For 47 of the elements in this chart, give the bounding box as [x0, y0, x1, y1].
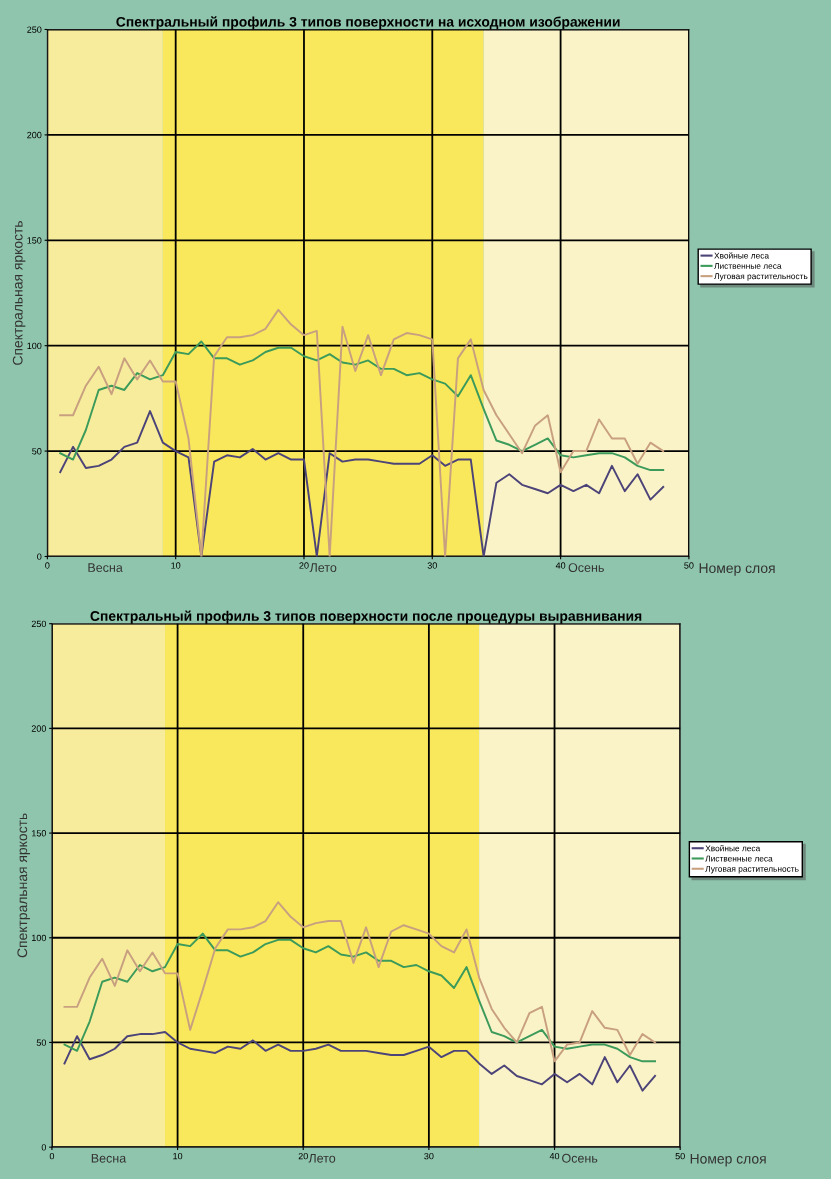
x-tick-label: 0	[49, 1152, 55, 1160]
legend-label: Хвойные леса	[705, 844, 761, 852]
y-axis-title: Спектральная яркость	[12, 220, 26, 365]
x-tick-label: 50	[675, 1152, 685, 1160]
band-label: Весна	[88, 563, 123, 572]
y-tick-label: 100	[32, 934, 47, 942]
line-series	[63, 901, 657, 1063]
line-series	[63, 932, 657, 1063]
y-axis-title: Спектральная яркость	[17, 813, 30, 958]
x-tick-label: 10	[171, 562, 181, 569]
y-tick-label: 150	[27, 237, 42, 244]
x-tick-label: 50	[684, 562, 694, 569]
chart-title: Спектральный профиль 3 типов поверхности после процедуры выравнивания	[90, 610, 642, 624]
x-tick-label: 20	[299, 562, 309, 569]
line-series	[59, 340, 665, 472]
band-label: Лето	[309, 563, 337, 572]
x-axis-title: Номер слоя	[699, 563, 775, 576]
legend-label: Лиственные леса	[714, 263, 782, 269]
x-tick-label: 10	[173, 1152, 183, 1160]
x-tick-label: 30	[424, 1152, 434, 1160]
y-tick-label: 200	[27, 131, 42, 139]
chart-title: Спектральный профиль 3 типов поверхности на исходном изображении	[116, 16, 620, 30]
band-label: Осень	[562, 1153, 598, 1163]
y-tick-label: 50	[32, 448, 42, 455]
line-series	[59, 308, 665, 557]
y-tick-label: 200	[31, 725, 47, 732]
x-tick-label: 30	[427, 562, 437, 569]
line-series	[59, 410, 665, 557]
y-tick-label: 100	[27, 342, 42, 350]
x-axis-title: Номер слоя	[690, 1153, 766, 1167]
legend-label: Луговая растительность	[705, 865, 799, 874]
x-tick-label: 20	[298, 1152, 308, 1160]
band-label: Лето	[308, 1153, 336, 1163]
band-label: Осень	[568, 563, 604, 572]
y-tick-label: 0	[41, 1144, 47, 1151]
y-tick-label: 250	[31, 620, 47, 628]
x-tick-label: 40	[555, 562, 566, 569]
y-tick-label: 0	[37, 553, 42, 560]
line-series	[63, 1031, 657, 1092]
band-label: Весна	[91, 1153, 127, 1163]
y-tick-label: 50	[36, 1039, 47, 1046]
x-tick-label: 40	[549, 1152, 560, 1160]
y-tick-label: 150	[32, 830, 47, 837]
legend-label: Лиственные леса	[705, 855, 773, 862]
legend-label: Хвойные леса	[714, 252, 770, 259]
y-tick-label: 250	[27, 26, 42, 33]
legend-label: Луговая растительность	[714, 273, 808, 281]
